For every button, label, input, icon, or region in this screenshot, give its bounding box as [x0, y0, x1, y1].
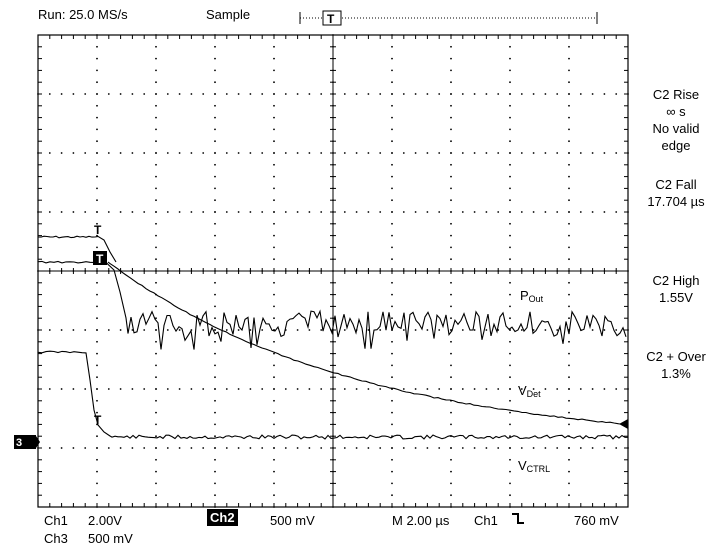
label-vctrl: VCTRL — [518, 459, 550, 474]
timebase: M 2.00 µs — [392, 514, 449, 527]
falling-edge-icon — [510, 511, 526, 527]
trace-pout — [38, 261, 626, 350]
ch3-label: Ch3 — [44, 532, 68, 545]
vctrl-t-marker: T — [94, 413, 102, 427]
pout-t-marker: T — [94, 223, 102, 237]
trace-end-marker — [619, 419, 628, 429]
ch3-ground-label: 3 — [16, 437, 22, 449]
record-trigger-marker: T — [327, 12, 335, 26]
label-pout: POut — [520, 289, 543, 304]
ch2-scale: 500 mV — [270, 514, 315, 527]
measurement-c2-high: C2 High 1.55V — [632, 272, 720, 306]
measurement-c2-fall: C2 Fall 17.704 µs — [632, 176, 720, 210]
record-bar — [300, 11, 597, 25]
measurement-c2-overshoot: C2 + Over 1.3% — [632, 348, 720, 382]
trigger-marker-text: T — [96, 252, 104, 266]
ch1-label: Ch1 — [44, 514, 68, 527]
measurement-c2-rise: C2 Rise ∞ s No valid edge — [632, 86, 720, 154]
ch2-label: Ch2 — [207, 511, 238, 524]
ch3-scale: 500 mV — [88, 532, 133, 545]
trigger-source: Ch1 — [474, 514, 498, 527]
ch1-scale: 2.00V — [88, 514, 122, 527]
label-vdet: VDet — [518, 384, 541, 399]
trigger-level: 760 mV — [574, 514, 619, 527]
